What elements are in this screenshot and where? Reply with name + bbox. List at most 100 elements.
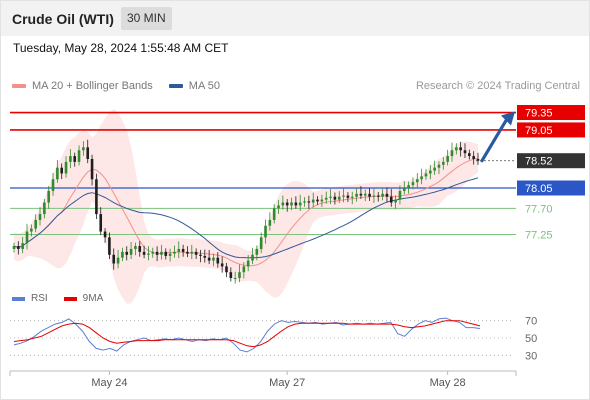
candle-body — [17, 246, 20, 249]
candle-body — [12, 246, 16, 249]
candle — [38, 207, 42, 226]
candle — [246, 255, 250, 272]
candle — [376, 192, 380, 202]
candle — [30, 224, 33, 237]
candle-body — [108, 237, 111, 255]
candle — [142, 245, 146, 259]
level-tag — [517, 122, 585, 138]
candle-body — [220, 263, 224, 267]
candle-body — [134, 246, 137, 249]
candle — [268, 212, 272, 231]
candle-body — [259, 237, 263, 249]
x-axis: May 24 May 27 May 28 — [9, 370, 517, 389]
legend-label-rsi: RSI — [31, 293, 48, 304]
candle — [277, 199, 280, 214]
candle-body — [264, 225, 267, 238]
candle-body — [472, 156, 475, 159]
candle-body — [238, 272, 241, 278]
candle — [402, 181, 406, 195]
candle — [138, 241, 142, 257]
candle-body — [69, 156, 72, 162]
candle — [233, 271, 237, 284]
forecast-arrow-head — [501, 111, 515, 126]
candle-body — [56, 167, 59, 180]
candle — [411, 177, 415, 190]
candle — [203, 249, 207, 263]
candle-body — [116, 257, 120, 264]
candle — [311, 192, 315, 208]
candle-body — [207, 257, 211, 261]
candle — [103, 228, 107, 243]
candle-body — [225, 266, 228, 273]
level-label-77-25: 77.25 — [525, 229, 553, 241]
candle-body — [168, 253, 172, 256]
candle-body — [25, 231, 29, 244]
legend-swatch-9ma — [63, 296, 77, 301]
candle-body — [333, 196, 337, 200]
candle-body — [385, 193, 389, 197]
candle-body — [51, 179, 55, 191]
candle — [168, 248, 172, 262]
candle — [21, 236, 24, 254]
candle-body — [73, 156, 77, 162]
candle-body — [129, 248, 133, 255]
candle-body — [194, 251, 198, 255]
candle-body — [242, 266, 246, 273]
candle-body — [402, 188, 406, 191]
candle — [69, 149, 72, 169]
candle-body — [437, 164, 441, 168]
legend-item-bollinger: MA 20 + Bollinger Bands — [12, 80, 153, 92]
candle-body — [186, 251, 189, 254]
candle — [47, 186, 50, 209]
candle-body — [381, 193, 384, 197]
candle — [459, 141, 462, 157]
candle — [472, 151, 475, 165]
candle — [82, 141, 85, 156]
x-tick-label: May 24 — [91, 377, 127, 389]
candle-body — [281, 202, 285, 206]
candle-body — [251, 254, 254, 261]
level-tag — [517, 180, 585, 196]
candle-body — [255, 248, 259, 255]
rsi-line — [13, 317, 481, 353]
candle — [442, 156, 445, 170]
credit-text: Research © 2024 Trading Central — [415, 80, 580, 92]
candle — [216, 252, 220, 268]
candle-body — [285, 202, 289, 206]
level-tag — [517, 153, 585, 169]
rsi-tick-30: 30 — [525, 350, 537, 362]
timeframe-badge[interactable]: 30 MIN — [121, 7, 172, 30]
candle-body — [433, 167, 436, 171]
candle-body — [411, 182, 415, 186]
candle-body — [38, 214, 42, 220]
candle — [12, 242, 16, 253]
candles-layer — [12, 139, 480, 284]
candle-body — [298, 202, 302, 206]
candle-body — [30, 228, 33, 232]
legend-item-9ma: 9MA — [63, 293, 104, 304]
candle-body — [398, 190, 402, 200]
candle — [164, 248, 168, 260]
level-price-text: 79.35 — [525, 108, 553, 120]
candle-body — [268, 219, 272, 226]
candle — [251, 247, 254, 265]
rsi-tick-70: 70 — [525, 316, 537, 328]
candle — [324, 191, 328, 204]
legend-label-ma50: MA 50 — [188, 80, 220, 92]
level-price-text: 77.25 — [525, 229, 553, 241]
candle-body — [329, 196, 332, 198]
candle — [433, 160, 436, 175]
legend-label-9ma: 9MA — [82, 293, 104, 304]
candle — [129, 242, 133, 259]
candle-body — [376, 195, 380, 197]
candle — [437, 161, 441, 174]
x-tick-label: May 27 — [269, 377, 305, 389]
candle-body — [21, 243, 24, 249]
level-label-79-35: 79.35 — [517, 105, 585, 121]
candle — [229, 267, 233, 282]
candle — [359, 186, 363, 200]
candle-body — [372, 195, 376, 197]
candle — [112, 248, 116, 270]
candle-body — [342, 195, 345, 197]
